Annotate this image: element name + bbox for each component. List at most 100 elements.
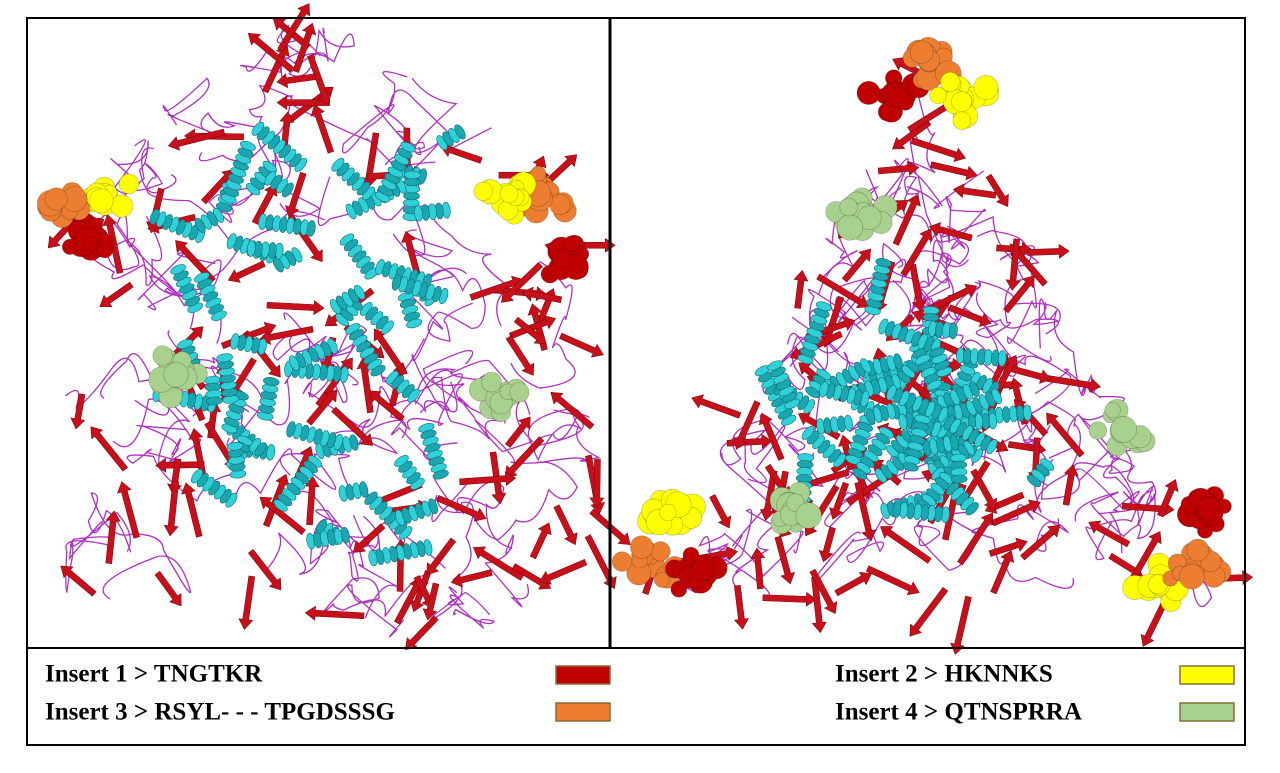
helix xyxy=(251,121,308,172)
helix xyxy=(286,421,343,451)
helix-turn xyxy=(400,141,416,153)
beta-strand xyxy=(550,391,595,430)
beta-strand xyxy=(368,390,405,422)
coil xyxy=(134,147,232,243)
helix xyxy=(149,208,206,243)
beta-strand xyxy=(957,512,994,566)
helix-turn xyxy=(892,501,902,518)
beta-strand xyxy=(559,332,604,358)
beta-strand xyxy=(1040,374,1101,393)
helix xyxy=(368,539,433,567)
beta-strand xyxy=(105,510,121,564)
coil xyxy=(198,95,436,178)
legend-label: Insert 4 > QTNSPRRA xyxy=(835,699,1082,726)
helix-turn xyxy=(991,388,1002,405)
beta-strand xyxy=(1027,243,1070,259)
helix xyxy=(331,158,376,201)
legend-swatch xyxy=(1179,702,1235,722)
helix xyxy=(767,360,800,410)
beta-strand xyxy=(292,22,317,73)
helix xyxy=(246,240,284,260)
helix-turn xyxy=(381,320,394,335)
helix xyxy=(191,468,238,508)
helix-turn xyxy=(886,384,897,401)
helix xyxy=(273,455,323,512)
helix-turn xyxy=(391,274,402,291)
helix-turn xyxy=(331,158,345,172)
beta-strand xyxy=(733,400,761,450)
outer-frame xyxy=(26,17,1246,746)
surface-blob xyxy=(885,85,908,108)
legend-swatch xyxy=(1179,665,1235,685)
beta-strand xyxy=(991,499,1041,527)
beta-strand xyxy=(279,111,295,150)
helix xyxy=(909,341,942,391)
helix xyxy=(345,323,386,377)
surface-blob xyxy=(659,503,677,522)
helix xyxy=(819,381,870,407)
helix xyxy=(306,526,350,550)
helix-turn xyxy=(432,469,449,480)
coil xyxy=(431,461,578,541)
helix-turn xyxy=(149,208,160,225)
helix xyxy=(359,302,394,335)
coil xyxy=(947,279,1061,325)
beta-strand xyxy=(900,228,933,277)
helix-turn xyxy=(902,462,919,472)
helix xyxy=(284,360,349,383)
beta-strand xyxy=(99,281,134,308)
coil xyxy=(510,261,576,389)
beta-strand xyxy=(259,496,306,535)
beta-strand xyxy=(227,260,266,283)
beta-strand xyxy=(436,495,487,522)
helix-turn xyxy=(289,355,300,371)
legend-swatch xyxy=(555,665,611,685)
helix xyxy=(374,141,416,203)
legend-label: Insert 1 > TNGTKR xyxy=(45,661,263,688)
helix-turn xyxy=(949,434,959,451)
coil xyxy=(162,77,267,134)
surface-blob xyxy=(1216,498,1232,514)
helix-turn xyxy=(893,353,903,370)
coil xyxy=(1073,438,1140,515)
helix-turn xyxy=(216,353,233,363)
beta-strand xyxy=(759,469,778,521)
helix xyxy=(928,347,953,377)
coil xyxy=(912,269,1002,376)
beta-strand xyxy=(947,304,992,327)
beta-strand xyxy=(1132,531,1162,576)
helix-turn xyxy=(266,444,276,461)
helix-turn xyxy=(950,474,968,484)
coil xyxy=(903,170,985,216)
beta-strand xyxy=(70,393,86,430)
helix xyxy=(892,501,950,523)
coil xyxy=(97,210,163,286)
surface-blob xyxy=(940,71,961,93)
helix-turn xyxy=(815,301,832,312)
beta-strand xyxy=(1062,464,1079,506)
beta-strand xyxy=(505,335,535,376)
beta-strand xyxy=(1020,524,1061,561)
beta-strand xyxy=(809,568,838,615)
beta-strand xyxy=(985,173,1009,207)
coil xyxy=(423,267,486,342)
helix-turn xyxy=(281,182,294,198)
structures xyxy=(36,3,1254,655)
helix xyxy=(364,491,413,540)
beta-strand xyxy=(247,32,295,73)
helix-turn xyxy=(364,491,378,505)
helix xyxy=(339,233,379,280)
beta-strand xyxy=(285,171,307,218)
helix-turn xyxy=(403,170,421,180)
beta-strand xyxy=(930,161,978,181)
beta-strand xyxy=(909,587,949,637)
beta-strand xyxy=(504,436,545,478)
beta-strand xyxy=(306,389,338,426)
surface-blob xyxy=(1110,416,1138,443)
helix-turn xyxy=(240,140,256,151)
surface-blob xyxy=(110,194,134,218)
beta-strand xyxy=(816,273,870,309)
beta-strand xyxy=(910,137,967,163)
coil xyxy=(906,93,936,177)
helix-turn xyxy=(865,408,876,425)
